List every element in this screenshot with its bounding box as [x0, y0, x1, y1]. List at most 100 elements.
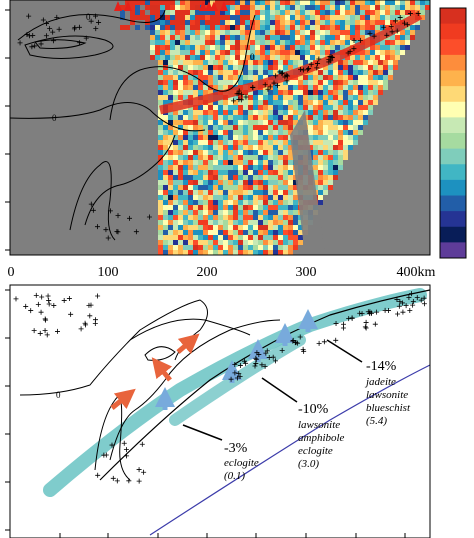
earthquake-marker [280, 70, 286, 76]
earthquake-marker [126, 478, 132, 484]
annotation-10: -10% lawsonite amphibole eclogite (3.0) [298, 402, 345, 470]
earthquake-marker [399, 300, 405, 306]
earthquake-marker [44, 332, 50, 338]
earthquake-marker [256, 352, 262, 358]
earthquake-marker [127, 215, 133, 221]
earthquake-marker [285, 73, 291, 79]
earthquake-marker [384, 32, 390, 38]
earthquake-marker [110, 475, 116, 481]
annotation-10-rock-2: amphibole [298, 432, 345, 444]
earthquake-marker [410, 298, 416, 304]
earthquake-marker [76, 24, 82, 30]
earthquake-marker [95, 472, 101, 478]
earthquake-marker [407, 11, 413, 17]
earthquake-marker [243, 94, 249, 100]
earthquake-marker [107, 208, 113, 214]
earthquake-marker [17, 40, 23, 46]
earthquake-marker [298, 66, 304, 72]
earthquake-marker [87, 313, 93, 319]
earthquake-marker [301, 348, 307, 354]
earthquake-marker [136, 467, 142, 473]
earthquake-marker [228, 376, 234, 382]
earthquake-marker [114, 478, 120, 484]
earthquake-marker [396, 303, 402, 309]
earthquake-marker [394, 28, 400, 34]
colorbar-swatch [440, 39, 466, 56]
colorbar-swatch [440, 117, 466, 134]
top-y-ticks [5, 9, 10, 251]
earthquake-marker [66, 296, 72, 302]
earthquake-marker [397, 299, 403, 305]
earthquake-marker [333, 337, 339, 343]
earthquake-marker [366, 310, 372, 316]
earthquake-marker [94, 224, 100, 230]
earthquake-marker [252, 363, 258, 369]
earthquake-marker [238, 97, 244, 103]
earthquake-marker [109, 442, 115, 448]
colorbar-swatch [440, 148, 466, 165]
earthquake-marker [397, 14, 403, 20]
earthquake-marker [90, 207, 96, 213]
earthquake-marker [141, 469, 147, 475]
earthquake-marker [76, 40, 82, 46]
earthquake-marker [78, 326, 84, 332]
earthquake-marker [406, 295, 412, 301]
tomography-band [120, 0, 430, 255]
earthquake-marker [32, 43, 38, 49]
x-tick-400km: 400km [397, 265, 436, 280]
colorbar-swatch [440, 179, 466, 196]
bottom-panel-background [10, 285, 430, 538]
earthquake-marker [308, 61, 314, 67]
earthquake-marker [357, 37, 363, 43]
earthquake-marker [33, 292, 39, 298]
earthquake-marker [297, 334, 303, 340]
earthquake-marker [133, 229, 139, 235]
colorbar-swatch [440, 54, 466, 71]
earthquake-marker [372, 321, 378, 327]
annotation-10-pct: -10% [298, 402, 329, 417]
contour-label-3: 0 [250, 52, 255, 62]
earthquake-marker [262, 82, 268, 88]
earthquake-marker [326, 59, 332, 65]
earthquake-marker [234, 375, 240, 381]
earthquake-marker [279, 70, 285, 76]
earthquake-marker [95, 293, 101, 299]
earthquake-marker [50, 29, 56, 35]
colorbar-swatch [440, 86, 466, 103]
earthquake-marker [395, 311, 401, 317]
earthquake-marker [51, 38, 57, 44]
earthquake-marker [237, 363, 243, 369]
earthquake-marker [388, 23, 394, 29]
data-gap [290, 110, 325, 255]
earthquake-marker [115, 213, 121, 219]
top-panel-frame [9, 0, 431, 256]
earthquake-marker [284, 78, 290, 84]
annotation-leaders [182, 339, 363, 441]
volcano-triangle [199, 1, 207, 11]
bottom-y-ticks [5, 289, 10, 531]
earthquake-marker [250, 85, 256, 91]
earthquake-marker [414, 295, 420, 301]
earthquake-marker [88, 302, 94, 308]
earthquake-marker [393, 18, 399, 24]
earthquake-marker [236, 88, 242, 94]
slab-anomaly [159, 11, 423, 115]
earthquake-marker [230, 98, 236, 104]
earthquake-marker [316, 340, 322, 346]
colorbar-swatch [440, 70, 466, 87]
earthquake-marker [265, 86, 271, 92]
earthquake-marker [123, 447, 129, 453]
earthquake-marker [333, 320, 339, 326]
earthquake-marker [114, 229, 120, 235]
earthquake-marker [362, 324, 368, 330]
earthquake-marker [275, 82, 281, 88]
earthquake-marker [13, 296, 19, 302]
earthquake-marker [351, 46, 357, 52]
colorbar-swatch [440, 164, 466, 181]
x-tick-300: 300 [296, 265, 317, 280]
colorbar-swatch [440, 211, 466, 228]
earthquake-marker [359, 311, 365, 317]
earthquake-marker [93, 26, 99, 32]
mantle-flow-arrows [110, 333, 200, 410]
earthquake-marker [264, 348, 270, 354]
